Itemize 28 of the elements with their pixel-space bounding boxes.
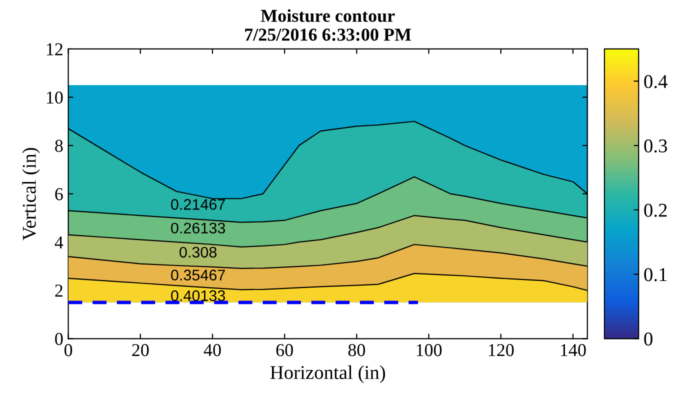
x-tick-label: 100 [416,344,442,356]
x-tick-label: 140 [561,344,586,356]
series-label: 0.308 [180,246,217,258]
series-label: 0.40133 [171,290,226,302]
color-bar-label: 0.4 [644,74,668,88]
y-axis-title: Vertical (in) [22,148,40,240]
color-bar-label: 0.1 [644,268,667,282]
color-bar-label: 0.2 [644,204,667,217]
x-axis-title: Horizontal (in) [270,365,386,384]
x-tick-label: 40 [204,344,221,356]
x-tick-label: 80 [348,344,366,356]
y-tick-label: 12 [46,43,62,56]
x-tick-label: 120 [488,344,514,356]
series-label: 0.26133 [171,222,226,234]
y-tick-label: 2 [55,284,62,297]
y-tick-label: 10 [46,91,63,104]
chart-title: Moisture contour 7/25/2016 6:33:00 PM [245,9,412,41]
x-tick-label: 60 [276,344,293,356]
color-bar-label: 0 [644,332,652,346]
y-tick-label: 8 [55,140,63,152]
series-label: 0.35467 [171,270,225,280]
y-tick-label: 4 [54,236,64,248]
color-bar-label: 0.3 [644,139,668,153]
x-tick-label: 20 [132,344,149,356]
y-tick-label: 6 [55,188,63,200]
series-label: 0.21467 [171,199,225,210]
x-tick-label: 0 [64,344,72,356]
y-tick-label: 0 [55,332,63,346]
